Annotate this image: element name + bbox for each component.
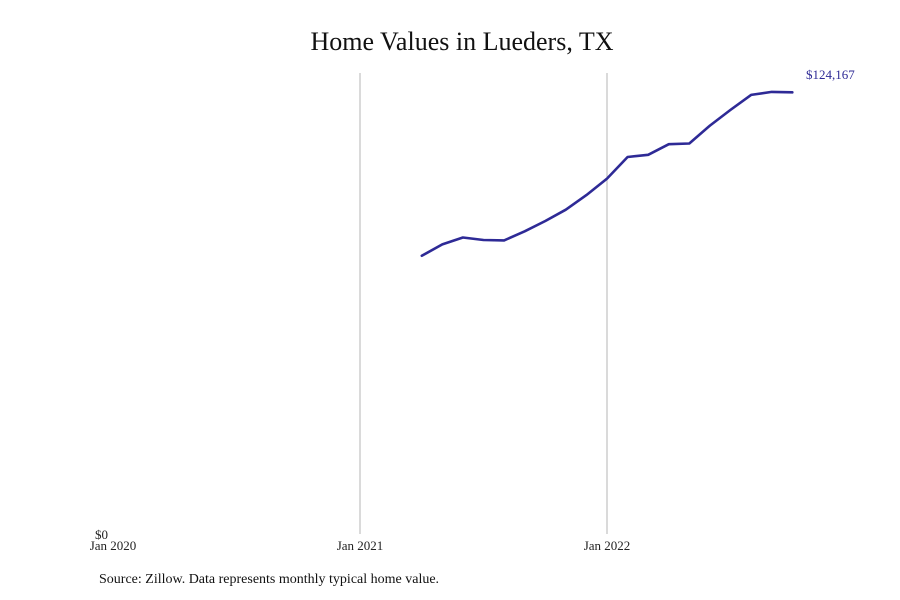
gridlines [359,73,608,534]
end-value-label: $124,167 [806,67,855,82]
series-line [420,90,794,258]
x-tick-label: Jan 2021 [337,538,384,553]
x-tick-label: Jan 2020 [90,538,137,553]
axis-labels: Jan 2020 Jan 2021 Jan 2022 $0 [90,527,631,553]
x-tick-label: Jan 2022 [584,538,631,553]
chart-title: Home Values in Lueders, TX [310,27,614,56]
y-tick-label: $0 [95,527,108,542]
series-layer: $124,167 [420,67,855,258]
source-note: Source: Zillow. Data represents monthly … [99,572,440,587]
